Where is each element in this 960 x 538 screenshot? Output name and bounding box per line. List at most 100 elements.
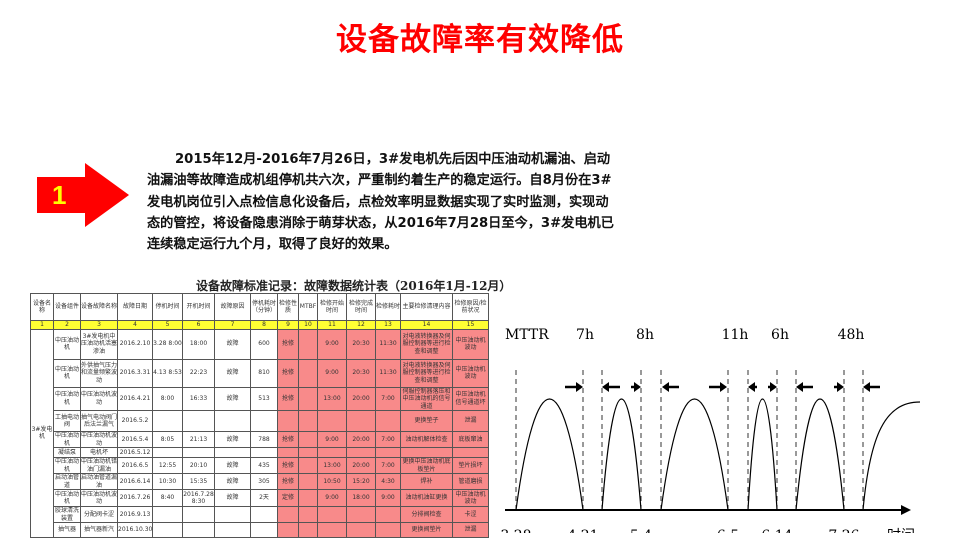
duration-label: 8h [636, 327, 654, 343]
table-cell: 中压油动机波动 [80, 489, 118, 507]
arrow-icon [863, 382, 870, 392]
table-cell: 15:35 [182, 473, 215, 490]
table-cell [214, 522, 251, 538]
table-cell: 启动油管道 [53, 473, 81, 490]
table-cell: 810 [250, 358, 278, 388]
table-cell: 抢修 [277, 473, 299, 490]
arrow-icon [837, 382, 844, 392]
table-cell [277, 447, 299, 458]
table-cell: 2016.7.26 [117, 489, 153, 507]
table-cell [250, 506, 278, 523]
arrow-icon [796, 382, 803, 392]
table-cell: 中压油动机波动 [80, 386, 118, 411]
table-cell: 分排阀检查 [400, 506, 453, 523]
column-number: 8 [250, 320, 278, 330]
table-cell: 2016.5.4 [117, 431, 153, 448]
table-cell: 故障 [214, 358, 251, 388]
arrow-icon [634, 382, 641, 392]
column-header: 停机耗时（分钟） [250, 293, 278, 321]
column-header: 开机时间 [182, 293, 215, 321]
table-cell: 7:00 [375, 457, 401, 474]
date-label: 3.28 [500, 528, 531, 533]
table-cell: 抽气器新汽 [80, 522, 118, 538]
uptime-curve [862, 401, 921, 511]
table-cell: 抢修 [277, 328, 299, 360]
table-cell [152, 410, 183, 432]
table-cell: 卡涩 [452, 506, 489, 523]
table-cell: 中压油动机波动 [452, 489, 489, 507]
arrow-icon [662, 382, 669, 392]
column-header: 检修完成时间 [346, 293, 376, 321]
arrow-icon [602, 382, 609, 392]
table-cell: 9:00 [317, 489, 347, 507]
table-cell: 20:30 [346, 328, 376, 360]
column-header: MTBF [298, 293, 318, 321]
table-cell [182, 506, 215, 523]
table-cell: 11:30 [375, 358, 401, 388]
header-row: 设备名称 设备组件 设备故障名称 故障日期 停机时间 开机时间 故障原因 停机耗时（分钟） 检修… [30, 293, 489, 321]
table-cell: 3.28 8:00 [152, 328, 183, 360]
xlabel: 时间 [887, 528, 915, 533]
fault-table: 设备名称 设备组件 设备故障名称 故障日期 停机时间 开机时间 故障原因 停机耗时（分钟） 检修… [30, 293, 489, 538]
table-cell [298, 410, 318, 432]
table-cell: 788 [250, 431, 278, 448]
column-number-row: 1 2 3 4 5 6 7 8 9 10 11 12 13 14 15 [30, 320, 489, 330]
axis-arrowhead [901, 505, 911, 515]
table-row: 中压油动机 中压油动机波动 2016.4.21 8:00 16:33 故障 513 抢修 13:… [31, 386, 489, 411]
uptime-curve [747, 398, 778, 511]
table-cell [346, 410, 376, 432]
table-cell [375, 522, 401, 538]
uptime-curve [660, 398, 729, 511]
table-row: 中压油动机 中压油动机波动 2016.7.26 8:40 2016.7.28 8:30 故… [31, 489, 489, 507]
table-row: 中压油动机 外供抽气压力和流量频繁波动 2016.3.31 4.13 8:53 22:2… [31, 358, 489, 388]
table-cell: 4.13 8:53 [152, 358, 183, 388]
column-number: 7 [214, 320, 251, 330]
table-cell: 更换中压油动机底板垫片 [400, 457, 453, 474]
table-cell: 21:13 [182, 431, 215, 448]
table-cell: 305 [250, 473, 278, 490]
table-cell: 凝结泵 [53, 447, 81, 458]
table-cell: 2016.6.14 [117, 473, 153, 490]
table-cell [298, 457, 318, 474]
table-cell: 20:30 [346, 358, 376, 388]
table-cell [298, 506, 318, 523]
table-row: 中压油动机 中压油动机波动 2016.5.4 8:05 21:13 故障 788 抢修 9:00… [31, 431, 489, 448]
table-cell: 油动机油缸更换 [400, 489, 453, 507]
table-row: 抽气器 抽气器新汽 2016.10.30 更换阀垫片 泄漏 [31, 522, 489, 538]
arrow-icon [576, 382, 583, 392]
uptime-curve [795, 398, 845, 511]
table-cell: 中压油动机 [53, 489, 81, 507]
table-cell [298, 447, 318, 458]
column-header: 故障日期 [117, 293, 153, 321]
table-cell: 焊补 [400, 473, 453, 490]
column-header: 主要检修清理内容 [400, 293, 453, 321]
table-cell [298, 489, 318, 507]
date-label: 6.5 [717, 528, 739, 533]
table-cell: 对电液转换器及伺服控制器等进行检查和调整 [400, 328, 453, 360]
table-cell: 2016.3.31 [117, 358, 153, 388]
table-row: 凝结泵 电机坏 2016.5.12 [31, 447, 489, 458]
column-number: 4 [117, 320, 153, 330]
column-number: 5 [152, 320, 183, 330]
summary-paragraph: 2015年12月-2016年7月26日，3#发电机先后因中压油动机漏油、启动油漏… [147, 152, 614, 253]
table-cell [214, 410, 251, 432]
table-cell: 抽气器 [53, 522, 81, 538]
table-cell [277, 506, 299, 523]
duration-label: 7h [576, 327, 594, 343]
date-label: 7.26 [828, 528, 859, 533]
table-cell: 8:05 [152, 431, 183, 448]
column-number: 13 [375, 320, 401, 330]
table-cell: 中压油动机信号通道坏 [452, 386, 489, 411]
table-cell: 2016.10.30 [117, 522, 153, 538]
table-cell: 9:00 [317, 358, 347, 388]
table-cell: 故障 [214, 489, 251, 507]
table-cell [346, 522, 376, 538]
table-cell: 中压油动机波动 [452, 328, 489, 360]
table-cell: 2016.9.13 [117, 506, 153, 523]
table-cell [277, 522, 299, 538]
column-header: 设备故障名称 [80, 293, 118, 321]
table-cell: 胶球清洗装置 [53, 506, 81, 523]
table-cell [152, 522, 183, 538]
table-cell: 2016.4.21 [117, 386, 153, 411]
table-cell: 12:55 [152, 457, 183, 474]
